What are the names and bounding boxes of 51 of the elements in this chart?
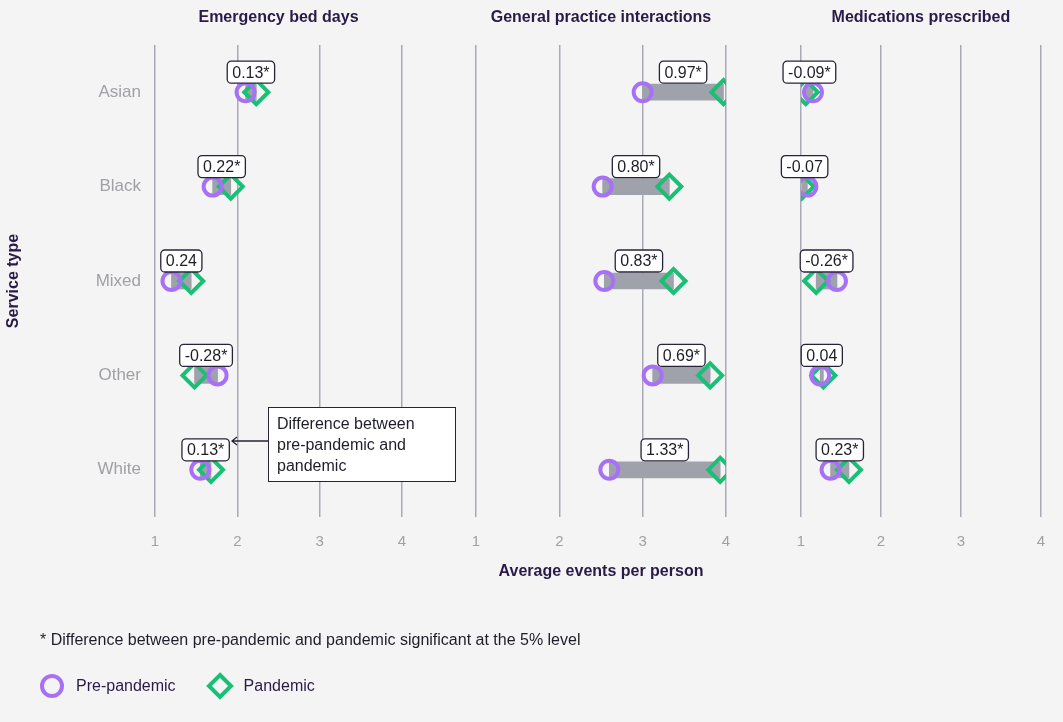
legend-label: Pre-pandemic <box>76 677 176 695</box>
data-label: 1.33* <box>646 441 684 459</box>
chart-title: Medications prescribed <box>831 8 1011 26</box>
data-label: -0.09* <box>788 63 831 81</box>
point <box>591 175 614 198</box>
point <box>631 81 654 104</box>
x-tick-label: 1 <box>471 532 481 550</box>
data-label: 0.24 <box>165 252 198 270</box>
x-tick-label: 1 <box>150 532 160 550</box>
point <box>641 364 664 387</box>
data-label: 0.23* <box>821 441 859 459</box>
data-label: 0.97* <box>664 63 702 81</box>
x-axis-title: Average events per person <box>498 561 704 579</box>
chart-title: Emergency bed days <box>198 8 359 26</box>
point <box>593 270 616 292</box>
point <box>659 267 688 295</box>
x-tick-label: 4 <box>397 532 407 550</box>
y-tick-label: Black <box>99 176 142 196</box>
x-tick-label: 4 <box>1036 532 1045 550</box>
data-label: 0.83* <box>620 252 658 270</box>
chart-title: General practice interactions <box>490 8 712 26</box>
point <box>598 458 621 481</box>
x-tick-label: 2 <box>555 532 564 550</box>
x-tick-label: 4 <box>721 532 731 550</box>
data-label: 0.13* <box>186 441 225 459</box>
data-label: -0.07 <box>786 158 823 176</box>
annotation: Difference between pre-pandemic and pandemic <box>268 407 456 482</box>
point <box>696 361 725 390</box>
x-tick-label: 3 <box>638 532 647 550</box>
data-label: 0.80* <box>617 158 655 176</box>
data-label: -0.26* <box>805 252 848 270</box>
y-tick-label: Mixed <box>95 270 141 290</box>
x-tick-label: 2 <box>876 532 886 550</box>
x-tick-label: 3 <box>956 532 966 550</box>
y-tick-label: Asian <box>98 81 141 101</box>
data-label: 0.04 <box>806 346 838 364</box>
data-label: 0.69* <box>662 346 701 364</box>
data-label: -0.28* <box>184 346 228 364</box>
y-tick-label: White <box>97 459 141 479</box>
point <box>201 175 224 198</box>
legend-label: Pandemic <box>243 677 315 695</box>
point <box>655 172 684 201</box>
text: * Difference between pre-pandemic and pandemic significant at the 5% level <box>40 631 581 649</box>
x-tick-label: 1 <box>796 532 806 550</box>
data-label: 0.13* <box>232 63 270 81</box>
y-axis-title: Service type <box>4 233 22 329</box>
data-label: 0.22* <box>203 158 241 176</box>
x-tick-label: 2 <box>233 532 242 550</box>
point <box>819 458 842 481</box>
y-tick-label: Other <box>98 365 142 385</box>
x-tick-label: 3 <box>315 532 324 550</box>
